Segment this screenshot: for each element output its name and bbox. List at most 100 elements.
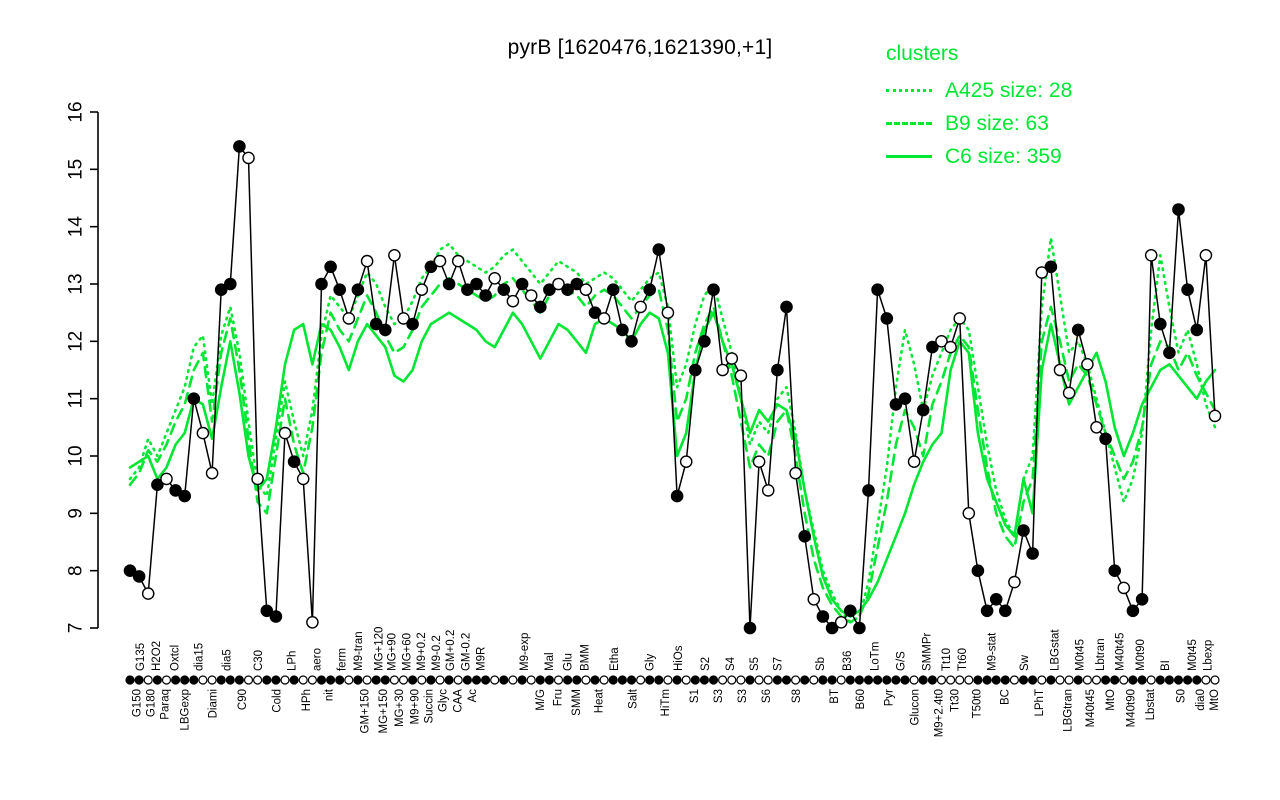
x-axis-label: Pyr bbox=[883, 689, 895, 706]
rug-point bbox=[626, 675, 637, 685]
data-point-marker bbox=[424, 260, 438, 274]
rug-point bbox=[517, 675, 527, 685]
rug-point bbox=[991, 675, 1001, 685]
data-point-marker bbox=[296, 472, 310, 486]
x-axis-label: Fru bbox=[552, 689, 564, 706]
rug-point bbox=[171, 675, 181, 685]
data-point-marker bbox=[1135, 593, 1149, 606]
data-point-marker bbox=[1062, 386, 1076, 400]
rug-point bbox=[1064, 675, 1074, 685]
data-point-marker bbox=[369, 317, 383, 331]
rug-point bbox=[672, 675, 682, 685]
rug-point bbox=[909, 675, 919, 685]
rug-point bbox=[964, 675, 974, 685]
legend-label-c6: C6 size: 359 bbox=[945, 144, 1062, 168]
rug-point bbox=[927, 675, 938, 685]
data-point-marker bbox=[442, 277, 456, 291]
rug-point bbox=[335, 675, 345, 685]
x-axis-label: MG+150 bbox=[378, 689, 390, 733]
gene-markers bbox=[123, 140, 1222, 635]
dashed-line-sample-icon bbox=[886, 122, 932, 125]
rug-point bbox=[1128, 675, 1138, 685]
data-point-marker bbox=[579, 283, 593, 297]
x-axis-label: S3 bbox=[737, 689, 749, 703]
x-axis-label: M/G bbox=[535, 689, 547, 711]
data-point-marker bbox=[880, 312, 894, 325]
x-axis-label: S6 bbox=[761, 689, 773, 703]
x-axis-label: nit bbox=[324, 688, 336, 701]
data-point-marker bbox=[1099, 432, 1112, 446]
data-point-marker bbox=[661, 306, 675, 320]
y-tick-label: 13 bbox=[66, 273, 87, 294]
x-axis-label: MtO bbox=[1209, 689, 1221, 711]
rug-point bbox=[654, 675, 664, 685]
data-point-marker bbox=[698, 334, 711, 348]
data-point-marker bbox=[342, 312, 356, 325]
rug-point bbox=[681, 675, 691, 685]
x-axis-label: M9+0.2 bbox=[416, 632, 428, 671]
x-axis-label: dia15 bbox=[193, 643, 205, 671]
rug-point bbox=[307, 675, 317, 685]
rug-point bbox=[572, 675, 582, 685]
rug-point bbox=[1146, 675, 1156, 685]
rug-point bbox=[727, 675, 737, 685]
rug-point bbox=[581, 675, 591, 685]
rug-point bbox=[526, 675, 536, 685]
data-point-marker bbox=[242, 151, 255, 165]
x-axis-label: Heat bbox=[594, 688, 606, 713]
rug-point bbox=[344, 675, 354, 685]
series-line-gene bbox=[129, 145, 1216, 629]
data-point-marker bbox=[798, 530, 812, 543]
x-axis-label: Cold bbox=[271, 689, 283, 713]
data-point-marker bbox=[1172, 203, 1185, 216]
data-point-marker bbox=[643, 283, 657, 297]
rug-point bbox=[945, 675, 956, 685]
rug-point bbox=[1100, 675, 1111, 685]
data-point-marker bbox=[233, 140, 246, 153]
x-axis-label: LPhT bbox=[1034, 689, 1046, 717]
series-line-B9 bbox=[128, 276, 1217, 624]
data-point-marker bbox=[141, 587, 155, 600]
rug-point bbox=[234, 675, 244, 685]
rug-point bbox=[1091, 675, 1102, 685]
data-point-marker bbox=[506, 294, 520, 308]
x-axis-label: G180 bbox=[146, 689, 158, 717]
data-point-marker bbox=[534, 300, 547, 314]
rug-point bbox=[161, 675, 172, 685]
data-point-marker bbox=[488, 271, 502, 285]
y-tick-label: 14 bbox=[66, 216, 87, 238]
rug-point bbox=[845, 675, 855, 685]
data-point-marker bbox=[898, 392, 912, 406]
rug-point bbox=[444, 675, 454, 685]
legend-title: clusters bbox=[886, 42, 959, 65]
x-axis-label: dia0 bbox=[1195, 689, 1207, 711]
x-axis-label: T50t0 bbox=[971, 689, 983, 718]
rug-point bbox=[1137, 675, 1147, 685]
data-point-marker bbox=[1199, 248, 1213, 262]
data-point-marker bbox=[1090, 420, 1103, 434]
data-point-marker bbox=[606, 283, 620, 297]
data-point-marker bbox=[278, 426, 292, 440]
rug-point bbox=[900, 675, 910, 685]
x-axis-label: S3 bbox=[713, 689, 725, 703]
rug-point bbox=[316, 675, 327, 685]
data-point-marker bbox=[1181, 283, 1194, 297]
x-axis-label: M9-0.2 bbox=[431, 635, 443, 671]
x-axis-label: M9+2.4t0 bbox=[933, 689, 945, 737]
x-axis-label: M40t45 bbox=[1085, 689, 1097, 727]
y-axis: 7 8 9 10 11 12 13 14 15 16 bbox=[66, 101, 99, 633]
rug-point bbox=[772, 675, 783, 685]
data-point-marker bbox=[378, 323, 392, 337]
data-point-marker bbox=[816, 610, 830, 623]
data-point-marker bbox=[862, 484, 875, 497]
rug-point bbox=[690, 675, 700, 685]
data-point-marker bbox=[1081, 357, 1094, 371]
x-axis-label: HiOs bbox=[673, 645, 685, 671]
data-point-marker bbox=[543, 283, 556, 297]
x-axis-label: CAA bbox=[453, 689, 465, 713]
x-axis-label: M9R bbox=[475, 647, 487, 671]
rug-point bbox=[1046, 675, 1056, 685]
rug-point bbox=[535, 675, 545, 685]
rug-point bbox=[426, 675, 436, 685]
rug-point bbox=[854, 675, 865, 685]
